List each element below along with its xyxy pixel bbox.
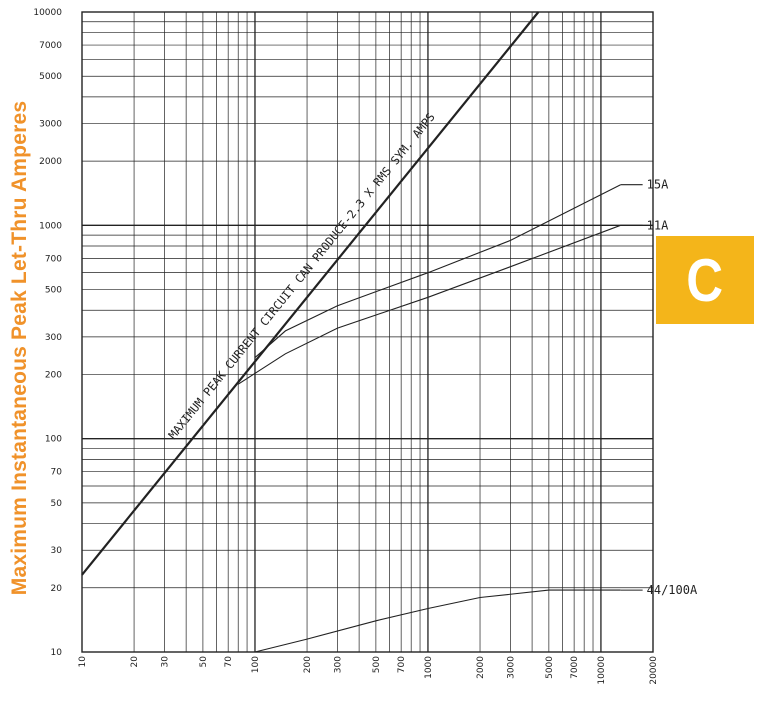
series-line bbox=[237, 224, 621, 385]
x-tick-label: 10000 bbox=[597, 656, 607, 685]
x-tick-label: 50 bbox=[199, 656, 209, 668]
x-tick-label: 70 bbox=[224, 656, 234, 668]
y-tick-label: 70 bbox=[51, 468, 63, 478]
y-tick-label: 7000 bbox=[39, 41, 62, 51]
x-tick-label: 200 bbox=[303, 656, 313, 673]
y-tick-label: 20 bbox=[51, 584, 63, 594]
x-tick-label: 700 bbox=[397, 656, 407, 673]
x-tick-label: 3000 bbox=[506, 656, 516, 679]
series-line bbox=[254, 589, 621, 653]
y-tick-label: 50 bbox=[51, 499, 63, 509]
y-tick-label: 10000 bbox=[33, 8, 62, 18]
x-tick-label: 300 bbox=[334, 656, 344, 673]
y-tick-label: 3000 bbox=[39, 120, 62, 130]
x-tick-label: 20000 bbox=[649, 656, 659, 685]
y-tick-label: 100 bbox=[45, 435, 62, 445]
x-tick-label: 2000 bbox=[476, 656, 486, 679]
x-tick-label: 500 bbox=[372, 656, 382, 673]
x-tick-label: 20 bbox=[130, 656, 140, 668]
x-tick-label: 100 bbox=[251, 656, 261, 673]
series-line bbox=[254, 184, 621, 359]
x-tick-label: 7000 bbox=[570, 656, 580, 679]
y-tick-label: 2000 bbox=[39, 157, 62, 167]
series-label: 15A bbox=[647, 178, 669, 192]
y-tick-label: 10 bbox=[51, 648, 63, 658]
x-tick-label: 30 bbox=[161, 656, 171, 668]
y-tick-label: 700 bbox=[45, 254, 62, 264]
x-tick-label: 1000 bbox=[424, 656, 434, 679]
category-badge-letter: C bbox=[686, 246, 724, 314]
y-tick-label: 5000 bbox=[39, 72, 62, 82]
y-tick-label: 200 bbox=[45, 370, 62, 380]
plot-frame bbox=[81, 11, 654, 653]
series-line bbox=[81, 11, 540, 576]
category-badge: C bbox=[656, 236, 754, 324]
x-tick-label: 10 bbox=[78, 656, 88, 668]
series-label: 44/100A bbox=[647, 583, 698, 597]
x-tick-label: 5000 bbox=[545, 656, 555, 679]
y-tick-label: 1000 bbox=[39, 221, 62, 231]
series-annotation: MAXIMUM PEAK CURRENT CIRCUIT CAN PRODUCE… bbox=[165, 110, 437, 442]
y-tick-label: 500 bbox=[45, 286, 62, 296]
series-label: 11A bbox=[647, 218, 669, 232]
y-tick-label: 300 bbox=[45, 333, 62, 343]
y-tick-label: 30 bbox=[51, 546, 63, 556]
